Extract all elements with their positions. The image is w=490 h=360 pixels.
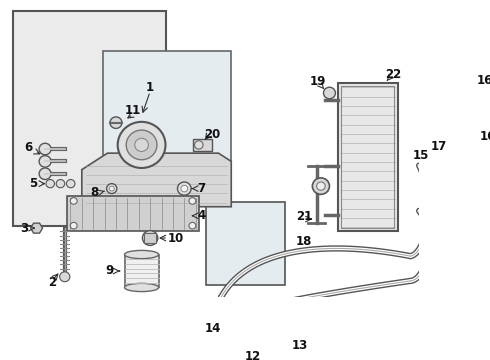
Circle shape [107,184,117,194]
Circle shape [118,122,166,168]
Circle shape [39,156,51,167]
Circle shape [70,198,77,204]
Text: 3: 3 [21,222,29,235]
Text: 19: 19 [310,75,326,88]
Text: 7: 7 [197,182,205,195]
Circle shape [223,319,230,325]
Circle shape [126,130,157,160]
Circle shape [195,141,203,149]
Text: 1: 1 [146,81,154,94]
Ellipse shape [124,251,159,258]
Text: 16: 16 [477,74,490,87]
Circle shape [60,272,70,282]
Circle shape [39,143,51,155]
Circle shape [143,231,158,246]
Bar [193,139,213,151]
Circle shape [109,186,114,191]
Bar [67,196,199,231]
Circle shape [39,168,51,180]
Circle shape [317,182,325,190]
Circle shape [67,180,75,188]
Text: 2: 2 [48,276,56,289]
Circle shape [177,182,191,195]
Circle shape [489,86,490,96]
Text: 16: 16 [479,130,490,143]
Circle shape [445,138,459,152]
Circle shape [46,180,54,188]
Circle shape [110,117,122,129]
Text: 21: 21 [295,210,312,223]
Circle shape [181,185,188,192]
Text: 15: 15 [413,149,429,162]
Circle shape [276,337,289,348]
Text: 10: 10 [168,231,184,244]
Circle shape [279,340,286,346]
Bar [103,51,231,185]
Ellipse shape [124,283,159,292]
Text: 12: 12 [245,350,261,360]
Circle shape [313,178,329,194]
Text: 9: 9 [106,265,114,278]
Circle shape [323,87,336,99]
Circle shape [189,198,196,204]
Circle shape [56,180,65,188]
Text: 11: 11 [125,104,141,117]
Text: 18: 18 [295,235,312,248]
Circle shape [220,315,234,329]
Circle shape [189,222,196,229]
Text: 17: 17 [431,140,447,153]
Bar [342,86,394,228]
Text: 4: 4 [197,209,205,222]
Bar [206,202,285,285]
Text: 5: 5 [29,177,37,190]
Text: 22: 22 [385,68,402,81]
Text: 8: 8 [91,186,99,199]
Bar [144,233,156,243]
Bar [338,83,398,231]
Text: 14: 14 [204,322,220,335]
Text: 6: 6 [24,141,32,154]
Text: 13: 13 [292,339,308,352]
Circle shape [70,222,77,229]
Polygon shape [82,153,231,207]
Text: 20: 20 [204,128,220,141]
Bar [124,255,159,288]
Circle shape [135,138,148,152]
Bar [13,11,166,226]
